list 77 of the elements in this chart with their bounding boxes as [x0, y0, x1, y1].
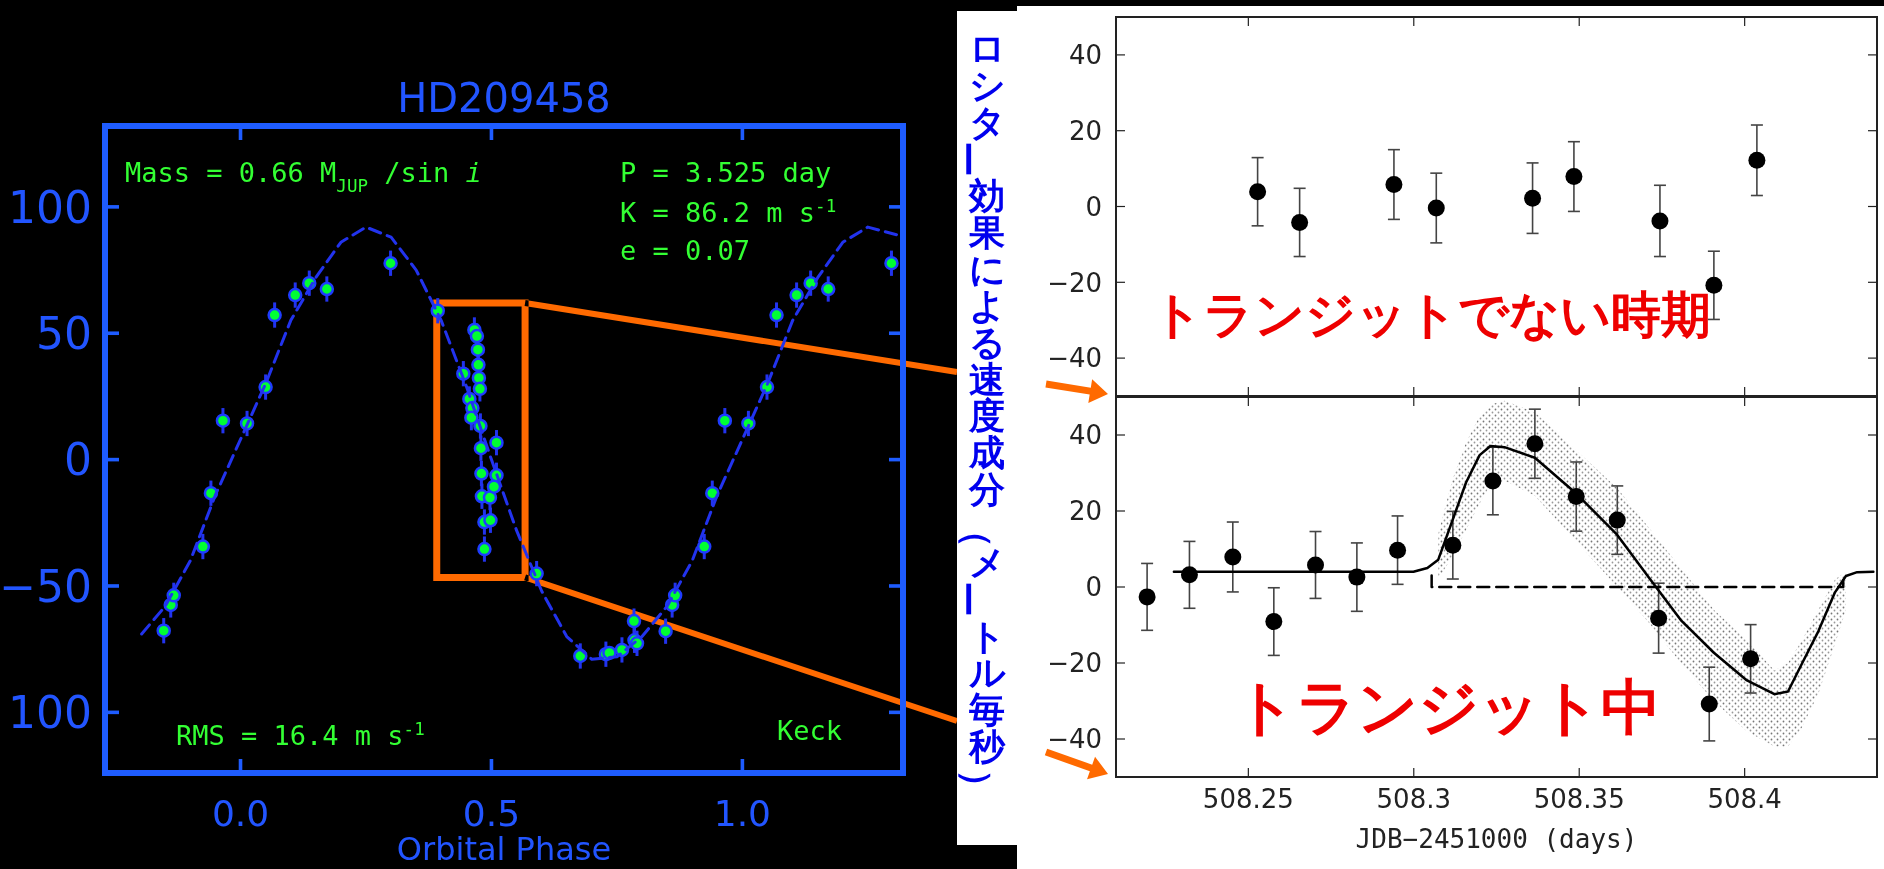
x-tick-label: 0.0	[211, 793, 270, 834]
point	[697, 539, 712, 554]
point	[474, 466, 489, 481]
point	[1608, 511, 1626, 529]
point	[1748, 151, 1766, 169]
y-tick-label: 50	[36, 308, 92, 360]
point	[1565, 168, 1583, 186]
point	[1526, 435, 1544, 453]
point	[717, 413, 733, 428]
point	[1651, 212, 1669, 230]
point	[482, 490, 498, 505]
point	[626, 613, 642, 629]
point	[383, 255, 398, 271]
chart-title: HD209458	[397, 75, 611, 121]
y-tick-label: −20	[1047, 648, 1102, 679]
point	[215, 413, 231, 428]
point	[1138, 588, 1156, 606]
y-tick-label: 0	[64, 434, 92, 486]
annotation: Mass = 0.66 M$_{JUP}$ /sin i	[125, 157, 482, 196]
x-axis-title: JDB−2451000 (days)	[1355, 824, 1638, 854]
annotation: P = 3.525 day	[620, 157, 832, 188]
y-tick-label: −20	[1047, 267, 1102, 298]
point	[477, 541, 492, 557]
point	[1427, 199, 1445, 217]
point	[1444, 536, 1462, 554]
y-tick-label: 40	[1068, 420, 1102, 451]
point	[1389, 541, 1407, 559]
point	[483, 513, 498, 528]
point	[156, 623, 171, 638]
point	[471, 357, 486, 373]
point	[1224, 548, 1242, 566]
point	[486, 479, 502, 494]
y-tick-label: 100	[8, 181, 92, 233]
point	[319, 281, 335, 297]
point	[789, 287, 804, 303]
annotation: Keck	[776, 715, 842, 746]
y-tick-label: −40	[1047, 724, 1102, 755]
point	[1307, 556, 1325, 574]
point	[1249, 183, 1267, 201]
point	[1700, 695, 1718, 713]
y-tick-label: 0	[1085, 191, 1102, 222]
annotation: RMS = 16.4 m s$^{-1}$	[176, 719, 425, 751]
annotation: e = 0.07	[620, 235, 751, 266]
point	[1385, 176, 1403, 194]
point	[287, 287, 303, 303]
point	[195, 539, 211, 554]
point	[267, 307, 282, 323]
y-tick-label: 20	[1068, 496, 1102, 527]
x-tick-label: 508.35	[1533, 784, 1625, 814]
point	[658, 623, 673, 639]
x-tick-label: 508.3	[1376, 784, 1451, 814]
point	[1742, 650, 1760, 668]
point	[1650, 609, 1668, 627]
point	[769, 307, 784, 323]
annotation: トランジット中	[1235, 672, 1661, 742]
point	[489, 435, 504, 450]
point	[884, 255, 899, 271]
point	[820, 281, 836, 297]
point	[1265, 613, 1283, 631]
y-tick-label: −40	[1047, 343, 1102, 374]
x-tick-label: 508.4	[1707, 784, 1782, 814]
y-tick-label: 0	[1085, 572, 1102, 603]
y-tick-label: 40	[1068, 40, 1102, 71]
y-tick-label: 20	[1068, 116, 1102, 147]
annotation: K = 86.2 m s$^{-1}$	[620, 196, 837, 228]
annotation: トランジットでない時期	[1152, 286, 1711, 344]
point	[1524, 189, 1542, 207]
point	[469, 328, 485, 344]
point	[1291, 213, 1309, 231]
point	[472, 381, 488, 397]
x-tick-label: 1.0	[713, 793, 772, 834]
text: ロシター効果による速度成分（メートル毎秒）	[947, 28, 1006, 805]
y-tick-label: −50	[0, 560, 92, 612]
point	[1484, 472, 1502, 490]
point	[470, 342, 486, 357]
x-tick-label: 508.25	[1202, 784, 1294, 814]
y-tick-label: 100	[8, 687, 92, 739]
